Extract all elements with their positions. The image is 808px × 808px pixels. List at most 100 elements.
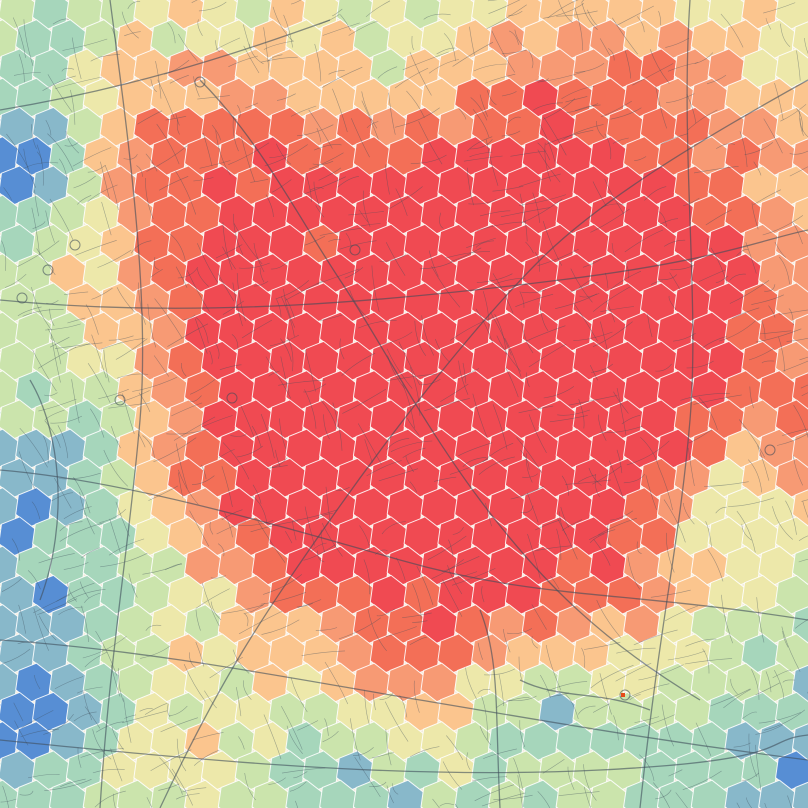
hex-cell[interactable]: [775, 340, 808, 381]
street-line: [47, 133, 74, 172]
hex-cell[interactable]: [775, 574, 808, 615]
street-line: [341, 352, 376, 376]
street-line: [626, 440, 670, 466]
hex-cell[interactable]: [116, 779, 154, 808]
street-line: [665, 532, 675, 573]
street-line: [573, 303, 598, 342]
hex-cell[interactable]: [555, 779, 593, 808]
street-line: [184, 314, 196, 320]
street-line: [352, 747, 374, 756]
hex-cell[interactable]: [656, 779, 695, 808]
street-line: [409, 51, 432, 96]
hex-cell[interactable]: [217, 779, 256, 808]
street-line: [173, 416, 216, 441]
street-line: [95, 721, 124, 733]
street-line: [197, 268, 209, 287]
street-line: [590, 208, 630, 233]
hex-cell[interactable]: [690, 779, 728, 808]
street-line: [309, 187, 324, 191]
hex-cell[interactable]: [775, 691, 808, 732]
street-line: [38, 553, 75, 564]
hex-cell[interactable]: [285, 779, 323, 808]
street-line: [47, 328, 62, 365]
street-line: [606, 523, 612, 546]
street-line: [198, 1, 227, 12]
street-line: [481, 792, 526, 807]
street-line: [703, 481, 749, 487]
street-line: [280, 296, 295, 337]
street-line: [136, 165, 143, 177]
hex-cell[interactable]: [775, 106, 808, 147]
street-line: [31, 501, 41, 520]
street-line: [479, 725, 492, 746]
street-line: [289, 781, 307, 792]
street-line: [519, 679, 651, 711]
street-line: [316, 127, 321, 142]
hex-cell[interactable]: [775, 633, 808, 674]
street-line: [412, 583, 422, 619]
hex-cell[interactable]: [775, 223, 808, 264]
street-line: [545, 129, 594, 145]
street-line: [201, 415, 233, 428]
street-line: [501, 91, 517, 97]
street-line: [449, 316, 494, 341]
hex-cell[interactable]: [0, 779, 19, 808]
street-line: [558, 0, 573, 23]
hex-cell[interactable]: [791, 780, 808, 808]
street-line: [18, 604, 26, 634]
street-line: [636, 541, 642, 554]
street-line: [23, 148, 37, 188]
street-line: [537, 791, 551, 808]
street-line: [543, 386, 575, 399]
street-line: [477, 689, 491, 695]
hex-cell[interactable]: [48, 779, 87, 808]
street-line: [32, 221, 46, 229]
location-marker[interactable]: [621, 693, 625, 697]
street-line: [537, 71, 586, 83]
hex-cell[interactable]: [775, 399, 808, 440]
street-line: [601, 100, 632, 117]
street-line: [804, 37, 808, 55]
hex-cell[interactable]: [775, 282, 808, 323]
hex-cell[interactable]: [352, 779, 391, 808]
hex-cell[interactable]: [758, 779, 796, 808]
street-line: [218, 449, 235, 458]
hex-cell[interactable]: [251, 779, 289, 808]
hex-cell[interactable]: [521, 779, 560, 808]
street-line: [482, 442, 514, 463]
street-line: [765, 671, 772, 693]
street-line: [485, 502, 492, 527]
hex-cell[interactable]: [775, 516, 808, 557]
hex-cell[interactable]: [454, 779, 492, 808]
street-line: [144, 702, 168, 715]
street-line: [67, 317, 86, 324]
hex-cell[interactable]: [724, 779, 762, 808]
street-line: [316, 513, 333, 520]
street-line: [181, 787, 207, 793]
hex-cell[interactable]: [319, 779, 357, 808]
hex-cell[interactable]: [775, 457, 808, 498]
hex-cell[interactable]: [184, 779, 222, 808]
hex-cell[interactable]: [15, 779, 53, 808]
street-line: [92, 729, 112, 760]
hex-cell[interactable]: [775, 0, 808, 30]
hex-cell[interactable]: [775, 750, 808, 791]
street-line: [378, 468, 418, 482]
street-line: [556, 10, 598, 17]
street-line: [560, 506, 569, 528]
street-line: [191, 0, 198, 3]
street-line: [640, 436, 660, 469]
hex-cell[interactable]: [487, 779, 526, 808]
street-line: [525, 325, 566, 342]
hex-cell[interactable]: [589, 779, 627, 808]
hex-cell[interactable]: [775, 48, 808, 89]
roundabout: [69, 239, 81, 251]
hex-cell[interactable]: [150, 779, 188, 808]
street-line: [243, 680, 252, 700]
hex-cell[interactable]: [420, 779, 458, 808]
street-line: [366, 121, 379, 129]
hex-cell[interactable]: [775, 165, 808, 206]
hex-cell[interactable]: [386, 779, 424, 808]
